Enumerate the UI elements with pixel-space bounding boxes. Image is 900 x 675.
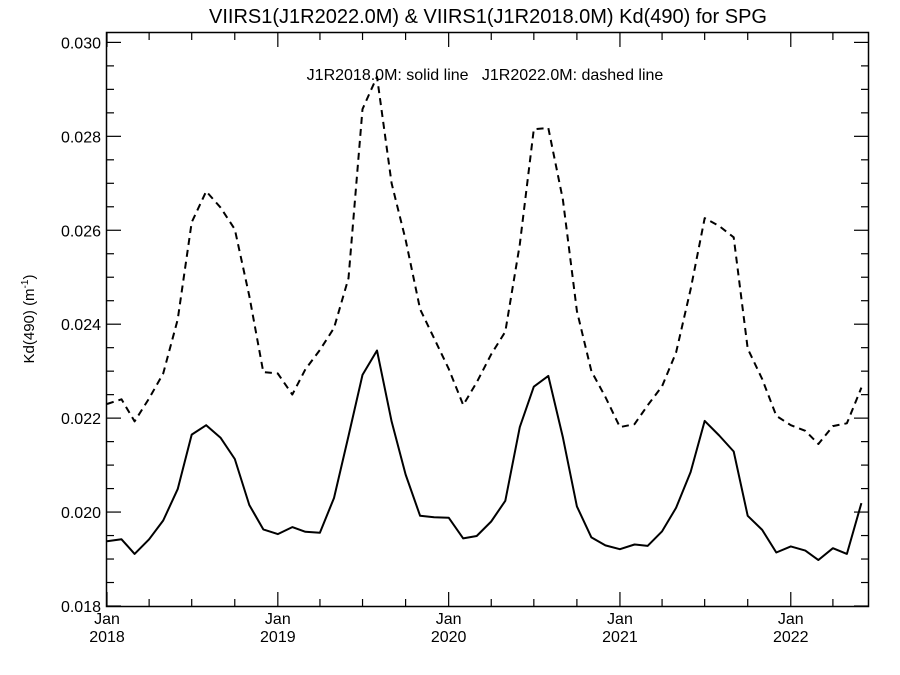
x-tick-label-month: Jan bbox=[265, 611, 291, 628]
x-tick-label-month: Jan bbox=[436, 611, 462, 628]
x-tick-label-year: 2022 bbox=[773, 629, 809, 646]
y-tick-label: 0.026 bbox=[61, 223, 101, 240]
y-axis-label-close: ) bbox=[21, 275, 38, 280]
plot-frame bbox=[105, 31, 870, 608]
y-axis-label-main: Kd(490) (m bbox=[21, 288, 38, 363]
x-tick-label-year: 2018 bbox=[89, 629, 125, 646]
chart-title: VIIRS1(J1R2022.0M) & VIIRS1(J1R2018.0M) … bbox=[209, 6, 767, 28]
y-tick-label: 0.030 bbox=[61, 35, 101, 52]
y-tick-label: 0.020 bbox=[61, 505, 101, 522]
x-tick-label-month: Jan bbox=[94, 611, 120, 628]
y-axis-label: Kd(490) (m-1) bbox=[20, 275, 38, 364]
series-annotation: J1R2018.0M: solid line J1R2022.0M: dashe… bbox=[307, 67, 664, 84]
series-line-solid bbox=[106, 349, 863, 561]
y-tick-label: 0.022 bbox=[61, 411, 101, 428]
x-tick-label-year: 2020 bbox=[431, 629, 467, 646]
y-tick-label: 0.018 bbox=[61, 599, 101, 616]
x-tick-label-month: Jan bbox=[607, 611, 633, 628]
series-line-dashed bbox=[106, 75, 863, 445]
y-tick-label: 0.028 bbox=[61, 129, 101, 146]
y-tick-label: 0.024 bbox=[61, 317, 101, 334]
y-axis-label-superscript: -1 bbox=[20, 279, 31, 288]
x-tick-label-year: 2019 bbox=[260, 629, 296, 646]
y-axis-ticks: 0.018 0.020 0.022 0.024 0.026 0.028 0.030 bbox=[61, 35, 868, 616]
plot-lines bbox=[106, 75, 863, 561]
x-tick-label-year: 2021 bbox=[602, 629, 638, 646]
x-tick-label-month: Jan bbox=[778, 611, 804, 628]
